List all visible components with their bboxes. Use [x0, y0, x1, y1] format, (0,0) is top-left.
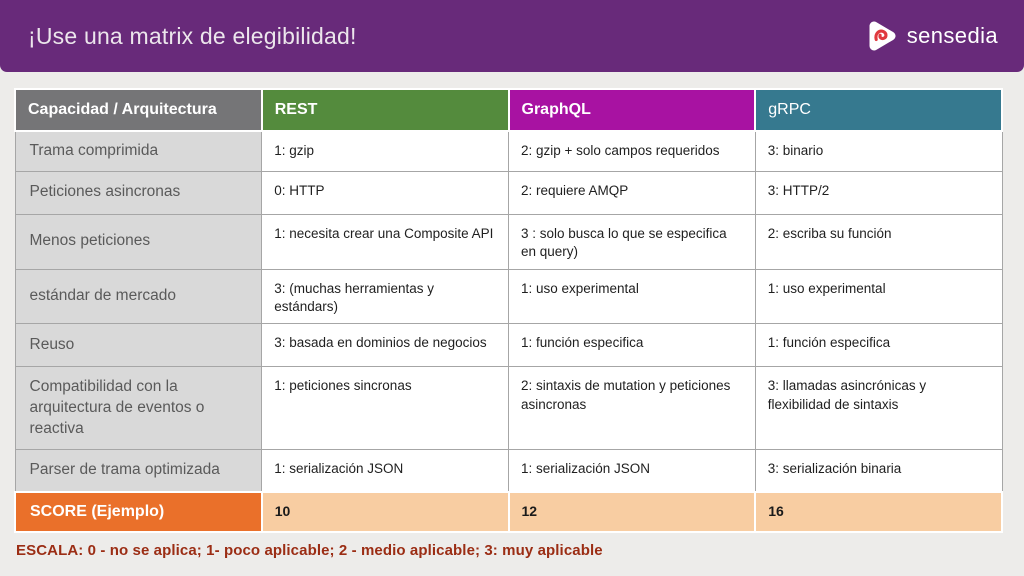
sensedia-pick-icon: [863, 18, 899, 54]
cell-rest: 1: necesita crear una Composite API: [261, 213, 509, 270]
row-label-parser-de-trama-optimizada: Parser de trama optimizada: [14, 449, 263, 493]
cell-graphql: 1: serialización JSON: [508, 449, 756, 493]
table-row: estándar de mercado 3: (muchas herramient…: [14, 268, 1003, 325]
cell-grpc: 3: llamadas asincrónicas y flexibilidad …: [754, 366, 1003, 451]
row-label-trama-comprimida: Trama comprimida: [14, 130, 263, 172]
cell-rest: 1: gzip: [261, 130, 509, 172]
cell-graphql: 2: requiere AMQP: [508, 170, 756, 215]
score-cell-graphql: 12: [507, 490, 757, 533]
table-row: Menos peticiones 1: necesita crear una Co…: [14, 213, 1003, 270]
table-header-row: Capacidad / Arquitectura REST GraphQL gRPC: [14, 88, 1003, 132]
slide-body: Capacidad / Arquitectura REST GraphQL gRPC …: [0, 88, 1024, 559]
cell-grpc: 1: uso experimental: [754, 268, 1003, 325]
cell-graphql: 2: sintaxis de mutation y peticiones asi…: [508, 366, 756, 451]
row-label-compatibilidad-con-la-arquitectura-de-ev: Compatibilidad con la arquitectura de ev…: [14, 366, 263, 451]
cell-graphql: 1: función especifica: [508, 323, 756, 368]
cell-rest: 3: (muchas herramientas y estándars): [261, 268, 509, 325]
score-row: SCORE (Ejemplo) 10 12 16: [14, 490, 1003, 533]
table-row: Trama comprimida 1: gzip 2: gzip + solo ca…: [14, 130, 1003, 172]
table-row: Peticiones asincronas 0: HTTP 2: requiere …: [14, 170, 1003, 215]
cell-grpc: 3: HTTP/2: [754, 170, 1003, 215]
title-bar: ¡Use una matrix de elegibilidad! sensedi…: [0, 0, 1024, 72]
cell-grpc: 2: escriba su función: [754, 213, 1003, 270]
slide-title: ¡Use una matrix de elegibilidad!: [28, 22, 357, 49]
column-header-graphql: GraphQL: [507, 88, 757, 132]
column-header-rest: REST: [260, 88, 510, 132]
table-row: Reuso 3: basada en dominios de negocios 1:…: [14, 323, 1003, 368]
cell-grpc: 3: serialización binaria: [754, 449, 1003, 493]
row-label-menos-peticiones: Menos peticiones: [14, 213, 263, 270]
cell-graphql: 1: uso experimental: [508, 268, 756, 325]
cell-graphql: 3 : solo busca lo que se especifica en q…: [508, 213, 756, 270]
column-header-grpc: gRPC: [754, 88, 1003, 132]
cell-rest: 0: HTTP: [261, 170, 509, 215]
row-label-reuso: Reuso: [14, 323, 263, 368]
sensedia-logo: sensedia: [863, 18, 998, 54]
cell-grpc: 1: función especifica: [754, 323, 1003, 368]
column-header-capacidad-arquitectura: Capacidad / Arquitectura: [14, 88, 263, 132]
row-label-peticiones-asincronas: Peticiones asincronas: [14, 170, 263, 215]
row-label-est-ndar-de-mercado: estándar de mercado: [14, 268, 263, 325]
table-row: Parser de trama optimizada 1: serializaci…: [14, 449, 1003, 493]
cell-grpc: 3: binario: [754, 130, 1003, 172]
cell-rest: 1: peticiones sincronas: [261, 366, 509, 451]
score-cell-rest: 10: [260, 490, 510, 533]
cell-graphql: 2: gzip + solo campos requeridos: [508, 130, 756, 172]
eligibility-matrix-table: Capacidad / Arquitectura REST GraphQL gRPC …: [14, 88, 1003, 533]
score-cell-grpc: 16: [754, 490, 1003, 533]
cell-rest: 1: serialización JSON: [261, 449, 509, 493]
table-row: Compatibilidad con la arquitectura de ev…: [14, 366, 1003, 451]
sensedia-logo-text: sensedia: [906, 23, 998, 48]
score-row-label: SCORE (Ejemplo): [14, 490, 263, 533]
scale-note: ESCALA: 0 - no se aplica; 1- poco aplica…: [16, 541, 603, 559]
cell-rest: 3: basada en dominios de negocios: [261, 323, 509, 368]
